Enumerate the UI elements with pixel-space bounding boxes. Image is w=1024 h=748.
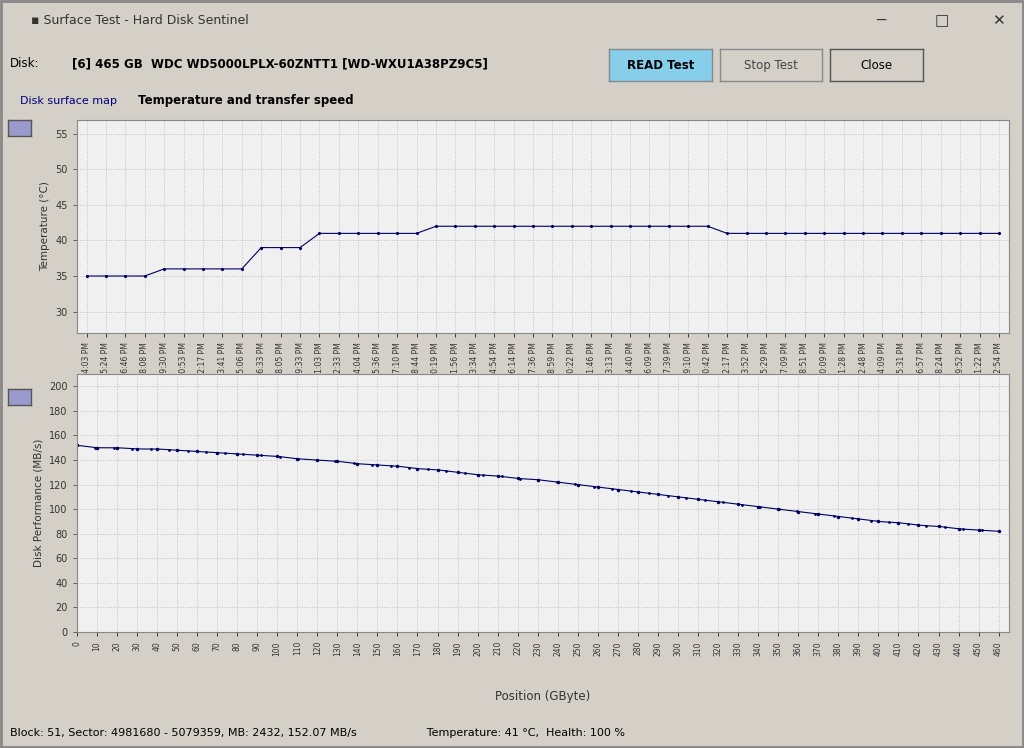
Text: Block: 51, Sector: 4981680 - 5079359, MB: 2432, 152.07 MB/s                    T: Block: 51, Sector: 4981680 - 5079359, MB… xyxy=(10,728,626,738)
Text: [6] 465 GB  WDC WD5000LPLX-60ZNTT1 [WD-WXU1A38PZ9C5]: [6] 465 GB WDC WD5000LPLX-60ZNTT1 [WD-WX… xyxy=(72,57,487,70)
Text: ─: ─ xyxy=(877,13,885,28)
Text: ✕: ✕ xyxy=(992,13,1005,28)
Text: Disk surface map: Disk surface map xyxy=(20,96,118,105)
Text: Stop Test: Stop Test xyxy=(744,58,798,72)
Text: Disk:: Disk: xyxy=(10,57,40,70)
Y-axis label: Disk Performance (MB/s): Disk Performance (MB/s) xyxy=(34,439,44,567)
Text: ▪ Surface Test - Hard Disk Sentinel: ▪ Surface Test - Hard Disk Sentinel xyxy=(31,14,249,27)
X-axis label: Position (GByte): Position (GByte) xyxy=(495,690,591,703)
Text: □: □ xyxy=(935,13,949,28)
Text: Close: Close xyxy=(860,58,893,72)
Text: READ Test: READ Test xyxy=(627,58,694,72)
Y-axis label: Temperature (°C): Temperature (°C) xyxy=(40,181,50,272)
X-axis label: Time: Time xyxy=(529,387,556,398)
Text: Temperature and transfer speed: Temperature and transfer speed xyxy=(138,94,354,107)
